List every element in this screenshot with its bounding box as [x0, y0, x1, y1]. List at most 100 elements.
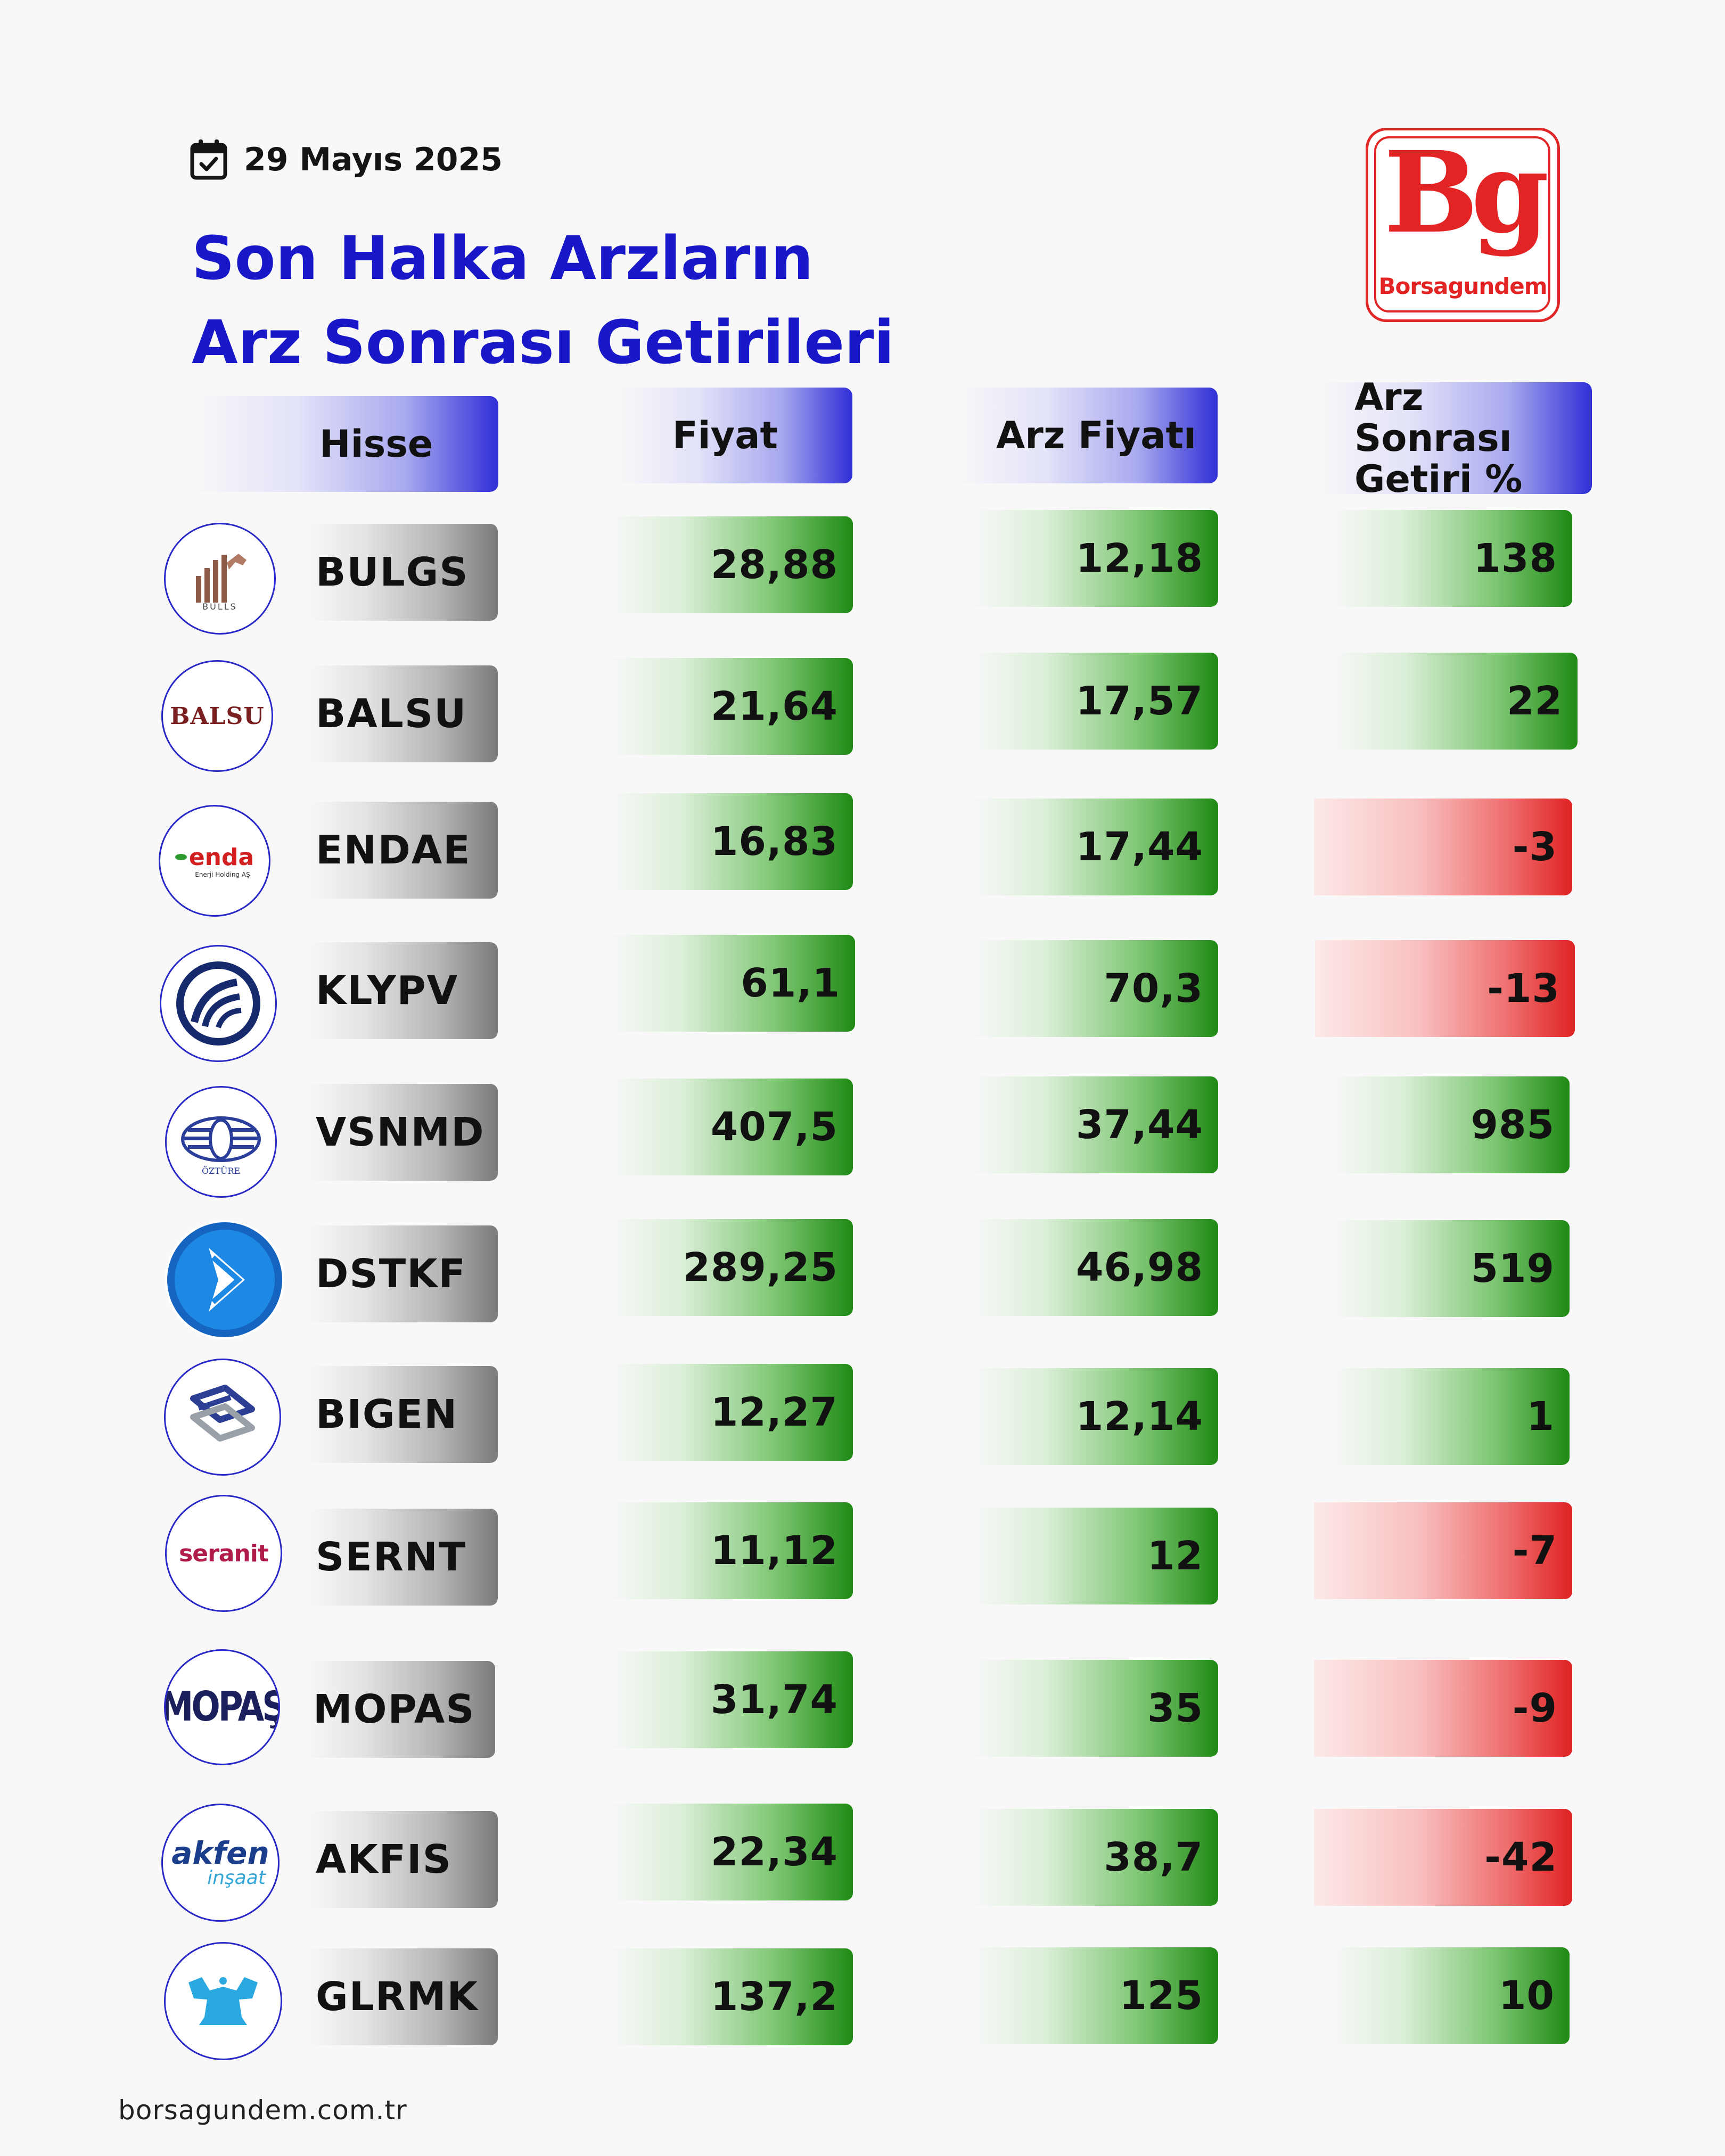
- arz-fiyati-value: 17,57: [1075, 678, 1203, 724]
- company-logo-dstkf: [165, 1220, 284, 1339]
- bulls-logo-icon: [196, 554, 247, 603]
- ticker-cell: DSTKF: [306, 1225, 498, 1322]
- ticker-label: VSNMD: [316, 1109, 485, 1155]
- ozture-logo-icon: [181, 1116, 261, 1162]
- company-logo-akfis-sub: inşaat: [207, 1867, 266, 1889]
- company-logo-sernt: seranit: [165, 1495, 282, 1612]
- column-header-getiri-label: Arz Sonrası Getiri %: [1354, 375, 1592, 500]
- getiri-value: 519: [1471, 1246, 1555, 1291]
- ticker-cell: SERNT: [306, 1509, 498, 1606]
- leaf-icon: [175, 854, 187, 860]
- ticker-label: GLRMK: [316, 1974, 479, 2020]
- ticker-label: ENDAE: [316, 827, 471, 873]
- getiri-value: -13: [1487, 966, 1560, 1011]
- column-header-arz-fiyati: Arz Fiyatı: [956, 388, 1218, 483]
- column-header-arz-fiyati-label: Arz Fiyatı: [996, 413, 1196, 457]
- date-label: 29 Mayıs 2025: [244, 141, 503, 178]
- getiri-cell: 10: [1328, 1947, 1570, 2044]
- ticker-label: KLYPV: [316, 968, 459, 1014]
- company-logo-endae-wordmark: enda: [175, 844, 254, 871]
- arz-fiyati-cell: 17,44: [969, 799, 1218, 895]
- ticker-cell: BULGS: [306, 524, 498, 621]
- ticker-label: BIGEN: [316, 1392, 458, 1437]
- page-title-line1: Son Halka Arzların: [192, 224, 814, 293]
- company-logo-endae: enda Enerji Holding AŞ: [159, 805, 270, 917]
- company-logo-akfis-text: akfen: [171, 1835, 269, 1871]
- company-logo-mopas: MOPAŞ: [164, 1649, 280, 1765]
- brand-logo-mark: Bg: [1384, 127, 1549, 258]
- fiyat-cell: 11,12: [607, 1502, 853, 1599]
- footer-url: borsagundem.com.tr: [118, 2095, 407, 2126]
- brand-logo-frame: [1374, 136, 1550, 312]
- company-logo-mopas-text: MOPAŞ: [164, 1683, 280, 1731]
- company-logo-balsu: BALSU: [161, 660, 273, 772]
- arz-fiyati-cell: 37,44: [969, 1076, 1218, 1173]
- fiyat-cell: 16,83: [607, 793, 853, 890]
- getiri-cell: -9: [1314, 1660, 1572, 1757]
- company-logo-endae-sub: Enerji Holding AŞ: [195, 870, 250, 878]
- birlesim-logo-icon: [190, 1385, 255, 1442]
- arz-fiyati-value: 70,3: [1104, 966, 1203, 1011]
- fiyat-cell: 21,64: [607, 658, 853, 755]
- ticker-label: DSTKF: [316, 1251, 467, 1297]
- gulermak-logo-icon: [188, 1977, 258, 2025]
- arz-fiyati-cell: 70,3: [969, 940, 1218, 1037]
- ticker-cell: GLRMK: [306, 1948, 498, 2045]
- getiri-cell: 22: [1328, 653, 1578, 750]
- arz-fiyati-value: 46,98: [1075, 1245, 1203, 1290]
- page-title-line2: Arz Sonrası Getirileri: [192, 308, 894, 377]
- company-logo-bulgs-text: BULLS: [202, 602, 237, 612]
- fiyat-cell: 137,2: [607, 1948, 853, 2045]
- fiyat-cell: 22,34: [607, 1804, 853, 1900]
- getiri-value: -3: [1512, 824, 1557, 870]
- ticker-cell: ENDAE: [306, 802, 498, 899]
- getiri-cell: -7: [1314, 1502, 1572, 1599]
- arz-fiyati-value: 35: [1147, 1685, 1203, 1731]
- ticker-cell: VSNMD: [306, 1084, 498, 1181]
- ticker-cell: MOPAS: [303, 1661, 495, 1758]
- arz-fiyati-value: 12,18: [1075, 536, 1203, 581]
- arz-fiyati-cell: 12,14: [969, 1368, 1218, 1465]
- arz-fiyati-value: 12: [1147, 1533, 1203, 1579]
- arz-fiyati-cell: 46,98: [969, 1219, 1218, 1316]
- fiyat-value: 22,34: [710, 1829, 838, 1875]
- ticker-label: SERNT: [316, 1534, 467, 1580]
- brand-logo: Bg Borsagundem: [1368, 130, 1557, 319]
- arz-fiyati-value: 37,44: [1075, 1102, 1203, 1148]
- arz-fiyati-cell: 38,7: [969, 1809, 1218, 1906]
- arz-fiyati-value: 12,14: [1075, 1394, 1203, 1439]
- column-header-fiyat: Fiyat: [615, 388, 852, 483]
- getiri-cell: 1: [1328, 1368, 1570, 1465]
- getiri-value: -7: [1512, 1528, 1557, 1574]
- getiri-value: 985: [1471, 1102, 1555, 1148]
- company-logo-glrmk: [164, 1942, 282, 2060]
- arz-fiyati-value: 17,44: [1075, 824, 1203, 870]
- brand-logo-name: Borsagundem: [1378, 273, 1547, 299]
- arz-fiyati-cell: 125: [969, 1947, 1218, 2044]
- company-logo-sernt-text: seranit: [179, 1540, 269, 1567]
- date-row: 29 Mayıs 2025: [190, 138, 503, 181]
- arz-fiyati-cell: 12,18: [969, 510, 1218, 607]
- company-logo-akfis-inner: akfen inşaat: [171, 1838, 269, 1888]
- getiri-cell: 519: [1328, 1220, 1570, 1317]
- getiri-cell: 985: [1328, 1076, 1570, 1173]
- company-logo-vsnmd: ÖZTÜRE: [165, 1086, 277, 1198]
- ticker-label: BALSU: [316, 691, 467, 737]
- fiyat-value: 137,2: [710, 1974, 838, 2020]
- getiri-cell: -3: [1314, 799, 1572, 895]
- getiri-value: 10: [1499, 1973, 1555, 2019]
- fiyat-value: 289,25: [683, 1245, 838, 1290]
- fiyat-value: 28,88: [710, 542, 838, 588]
- column-header-getiri: Arz Sonrası Getiri %: [1315, 376, 1592, 499]
- company-logo-bulgs: BULLS: [164, 523, 276, 635]
- fiyat-value: 407,5: [710, 1104, 838, 1150]
- fiyat-value: 31,74: [710, 1677, 838, 1723]
- column-header-getiri-line1: Arz Sonrası: [1354, 375, 1512, 460]
- getiri-value: 1: [1526, 1394, 1555, 1439]
- fiyat-value: 12,27: [710, 1389, 838, 1435]
- fiyat-value: 61,1: [741, 960, 840, 1006]
- company-logo-balsu-text: BALSU: [170, 702, 265, 730]
- arz-fiyati-cell: 12: [969, 1508, 1218, 1604]
- calendar-check-icon: [190, 139, 227, 180]
- company-logo-klypv: [160, 945, 277, 1062]
